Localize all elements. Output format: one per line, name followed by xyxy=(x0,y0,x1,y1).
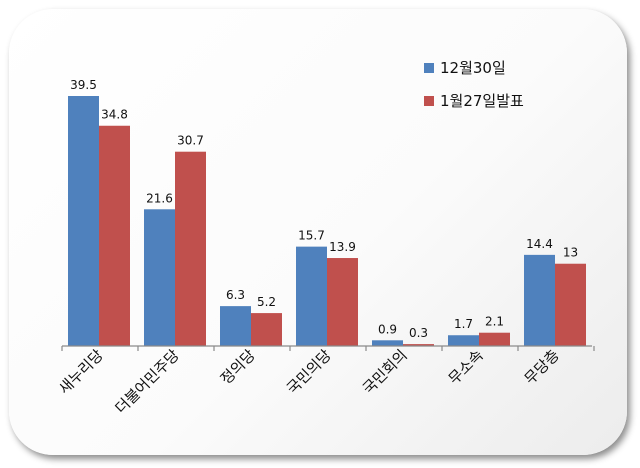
bars-group xyxy=(68,96,586,347)
data-label-series-1-3: 6.3 xyxy=(226,288,245,302)
bar-series-2-6 xyxy=(479,332,510,346)
category-label-4: 국민의당 xyxy=(283,346,335,398)
legend: 12월30일 1월27일발표 xyxy=(424,59,524,110)
bar-series-1-7 xyxy=(524,254,555,346)
category-label-5: 국민회의 xyxy=(359,346,411,398)
data-label-series-1-4: 15.7 xyxy=(298,229,325,243)
data-labels-group: 39.5 34.8 21.6 30.7 6.3 5.2 15.7 13.9 0.9 0.3 1.7 2… xyxy=(70,78,578,340)
data-label-series-2-4: 13.9 xyxy=(329,240,356,254)
data-label-series-2-1: 34.8 xyxy=(101,108,128,122)
bar-series-1-4 xyxy=(296,246,327,346)
legend-label-series-2: 1월27일발표 xyxy=(440,92,524,110)
bar-series-1-6 xyxy=(448,335,479,346)
data-label-series-2-3: 5.2 xyxy=(257,295,276,309)
data-label-series-1-7: 14.4 xyxy=(526,237,553,251)
bar-series-2-4 xyxy=(327,258,358,346)
bar-series-2-3 xyxy=(251,313,282,346)
bar-series-2-1 xyxy=(99,125,130,347)
category-label-3: 정의당 xyxy=(217,346,259,388)
data-label-series-1-5: 0.9 xyxy=(378,322,397,336)
category-labels-group: 새누리당 더불어민주당 정의당 국민의당 국민회의 무소속 무당층 xyxy=(55,346,563,417)
bar-series-2-7 xyxy=(555,263,586,346)
bar-series-1-5 xyxy=(372,340,403,346)
data-label-series-2-2: 30.7 xyxy=(177,134,204,148)
data-label-series-1-6: 1.7 xyxy=(454,317,473,331)
data-label-series-1-2: 21.6 xyxy=(146,191,173,205)
bar-series-1-3 xyxy=(220,306,251,346)
category-label-7: 무당층 xyxy=(521,346,563,388)
x-ticks-group xyxy=(61,346,595,351)
bar-series-2-2 xyxy=(175,151,206,346)
data-label-series-2-5: 0.3 xyxy=(409,326,428,340)
legend-label-series-1: 12월30일 xyxy=(440,59,506,77)
data-label-series-1-1: 39.5 xyxy=(70,78,97,92)
data-label-series-2-6: 2.1 xyxy=(485,315,504,329)
category-label-2: 더불어민주당 xyxy=(112,346,183,417)
bar-series-1-1 xyxy=(68,96,99,346)
category-label-6: 무소속 xyxy=(445,346,487,388)
bar-series-1-2 xyxy=(144,209,175,346)
bar-series-2-5 xyxy=(403,344,434,346)
category-label-1: 새누리당 xyxy=(55,346,107,398)
data-label-series-2-7: 13 xyxy=(563,246,578,260)
legend-swatch-series-2 xyxy=(424,96,434,106)
legend-swatch-series-1 xyxy=(424,63,434,73)
